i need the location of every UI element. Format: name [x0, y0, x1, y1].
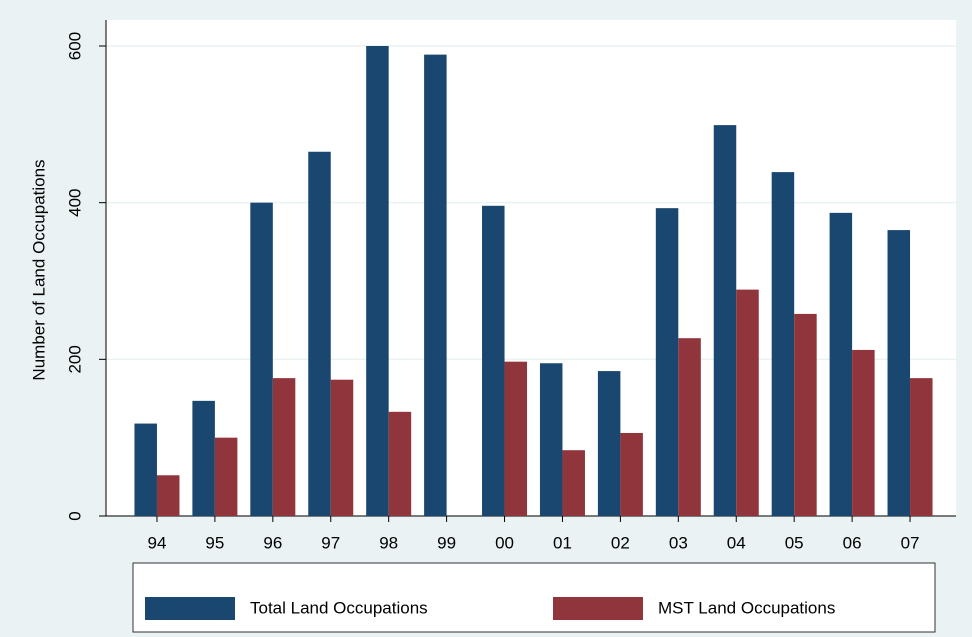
x-tick-label: 94: [148, 533, 167, 552]
bar: [250, 202, 273, 516]
legend-swatch: [145, 597, 235, 620]
bar: [192, 400, 215, 516]
y-tick-label: 0: [65, 511, 84, 520]
x-tick-label: 07: [901, 533, 920, 552]
x-tick-label: 95: [205, 533, 224, 552]
x-tick-label: 01: [553, 533, 572, 552]
x-tick-label: 03: [669, 533, 688, 552]
legend-box: [132, 562, 936, 633]
x-tick-label: 05: [785, 533, 804, 552]
bar: [829, 212, 853, 516]
bar: [655, 208, 679, 516]
bar: [156, 475, 180, 516]
y-axis-title: Number of Land Occupations: [29, 159, 48, 380]
x-tick-label: 02: [611, 533, 630, 552]
bar: [794, 313, 817, 516]
bar: [620, 432, 643, 516]
x-tick-label: 00: [495, 533, 514, 552]
x-tick-label: 99: [437, 533, 456, 552]
bar: [366, 46, 389, 516]
bar: [214, 437, 238, 516]
x-tick-label: 04: [727, 533, 746, 552]
bar: [597, 371, 621, 516]
bar: [771, 172, 795, 516]
x-tick-label: 98: [379, 533, 398, 552]
y-tick-label: 600: [65, 32, 84, 60]
x-tick-label: 06: [843, 533, 862, 552]
bar: [482, 205, 505, 517]
bar: [330, 379, 354, 516]
bar: [852, 349, 875, 516]
bar: [504, 361, 528, 516]
bar: [539, 363, 563, 516]
bar: [272, 378, 296, 516]
y-tick-label: 200: [65, 345, 84, 373]
legend-label: Total Land Occupations: [250, 598, 428, 617]
bar: [388, 411, 412, 516]
bar: [562, 450, 585, 516]
legend-swatch: [553, 597, 643, 620]
x-tick-label: 96: [263, 533, 282, 552]
bar: [424, 54, 447, 516]
y-tick-label: 400: [65, 188, 84, 216]
bar: [678, 338, 701, 516]
bar: [134, 423, 157, 516]
x-tick-label: 97: [321, 533, 340, 552]
bar: [887, 230, 911, 517]
legend-label: MST Land Occupations: [658, 598, 835, 617]
bar: [713, 125, 737, 516]
bar: [910, 378, 933, 516]
bar: [736, 289, 759, 516]
bar: [308, 151, 331, 516]
